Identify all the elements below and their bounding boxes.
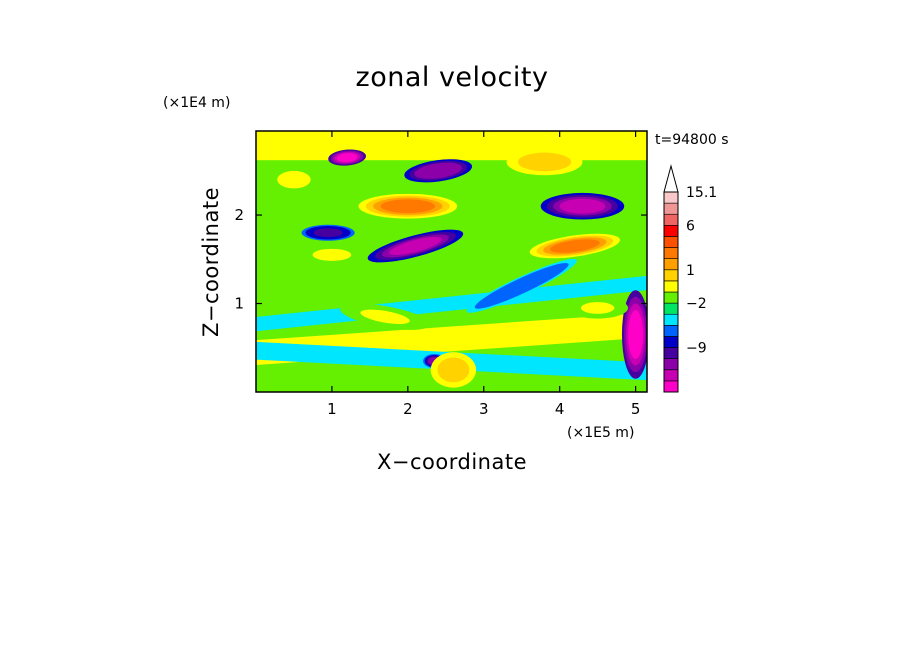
field-contour [336,153,358,162]
x-tick-label: 3 [479,400,489,418]
field-contour [628,310,644,359]
field-contour [380,199,435,214]
field-band [256,273,647,334]
colorbar-label: −2 [686,296,707,312]
colorbar-level [663,369,679,382]
x-axis-label: X−coordinate [377,450,527,474]
field-contour [550,239,600,253]
x-tick-label: 5 [631,400,641,418]
colorbar-level [663,313,679,326]
colorbar-label: 1 [686,263,695,279]
colorbar-level [663,236,679,248]
x-tick-label: 1 [327,400,337,418]
colorbar-level [663,191,679,204]
colorbar-level [663,269,679,282]
y-axis-unit: (×1E4 m) [163,95,230,111]
colorbar-level [663,347,679,359]
colorbar-level [663,325,679,337]
field-contour [523,154,566,170]
colorbar-label: −9 [686,341,707,357]
x-axis-ticks: 1 2 3 4 5 [327,131,640,418]
field-contour [360,309,410,325]
colorbar-level [663,336,679,348]
y-axis-ticks: 12 [234,206,647,313]
plot-frame [255,130,648,393]
time-label: t=94800 s [655,132,729,148]
field-contour [440,360,466,380]
colorbar-frame [663,191,679,393]
y-axis-label: Z−coordinate [199,187,223,337]
velocity-field [256,131,647,392]
field-contour [319,250,345,259]
colorbar: 15.1 6 1 −2 −9 [663,164,717,393]
colorbar-label: 6 [686,218,695,234]
field-contour [389,237,442,256]
field-band [256,166,647,211]
colorbar-level [663,358,679,371]
colorbar-level [663,202,679,215]
field-contour [559,198,606,214]
colorbar-level [663,291,679,304]
colorbar-level [663,247,679,259]
y-tick-label: 1 [234,295,244,313]
colorbar-level [663,225,679,237]
colorbar-label: 15.1 [686,185,717,201]
field-contour [491,271,553,301]
field-contour [313,228,343,238]
field-contour [419,164,457,178]
x-axis-unit: (×1E5 m) [567,425,634,441]
colorbar-level [663,258,679,271]
field-band [256,131,647,161]
colorbar-extend-arrow [663,164,679,193]
x-tick-label: 2 [403,400,413,418]
field-contour [277,170,311,189]
chart-title: zonal velocity [356,62,549,93]
field-contour [580,302,615,314]
y-tick-label: 2 [234,206,244,224]
x-tick-label: 4 [555,400,565,418]
colorbar-level [663,280,679,293]
colorbar-level [663,302,679,315]
colorbar-level [663,213,679,226]
colorbar-level [663,380,679,393]
